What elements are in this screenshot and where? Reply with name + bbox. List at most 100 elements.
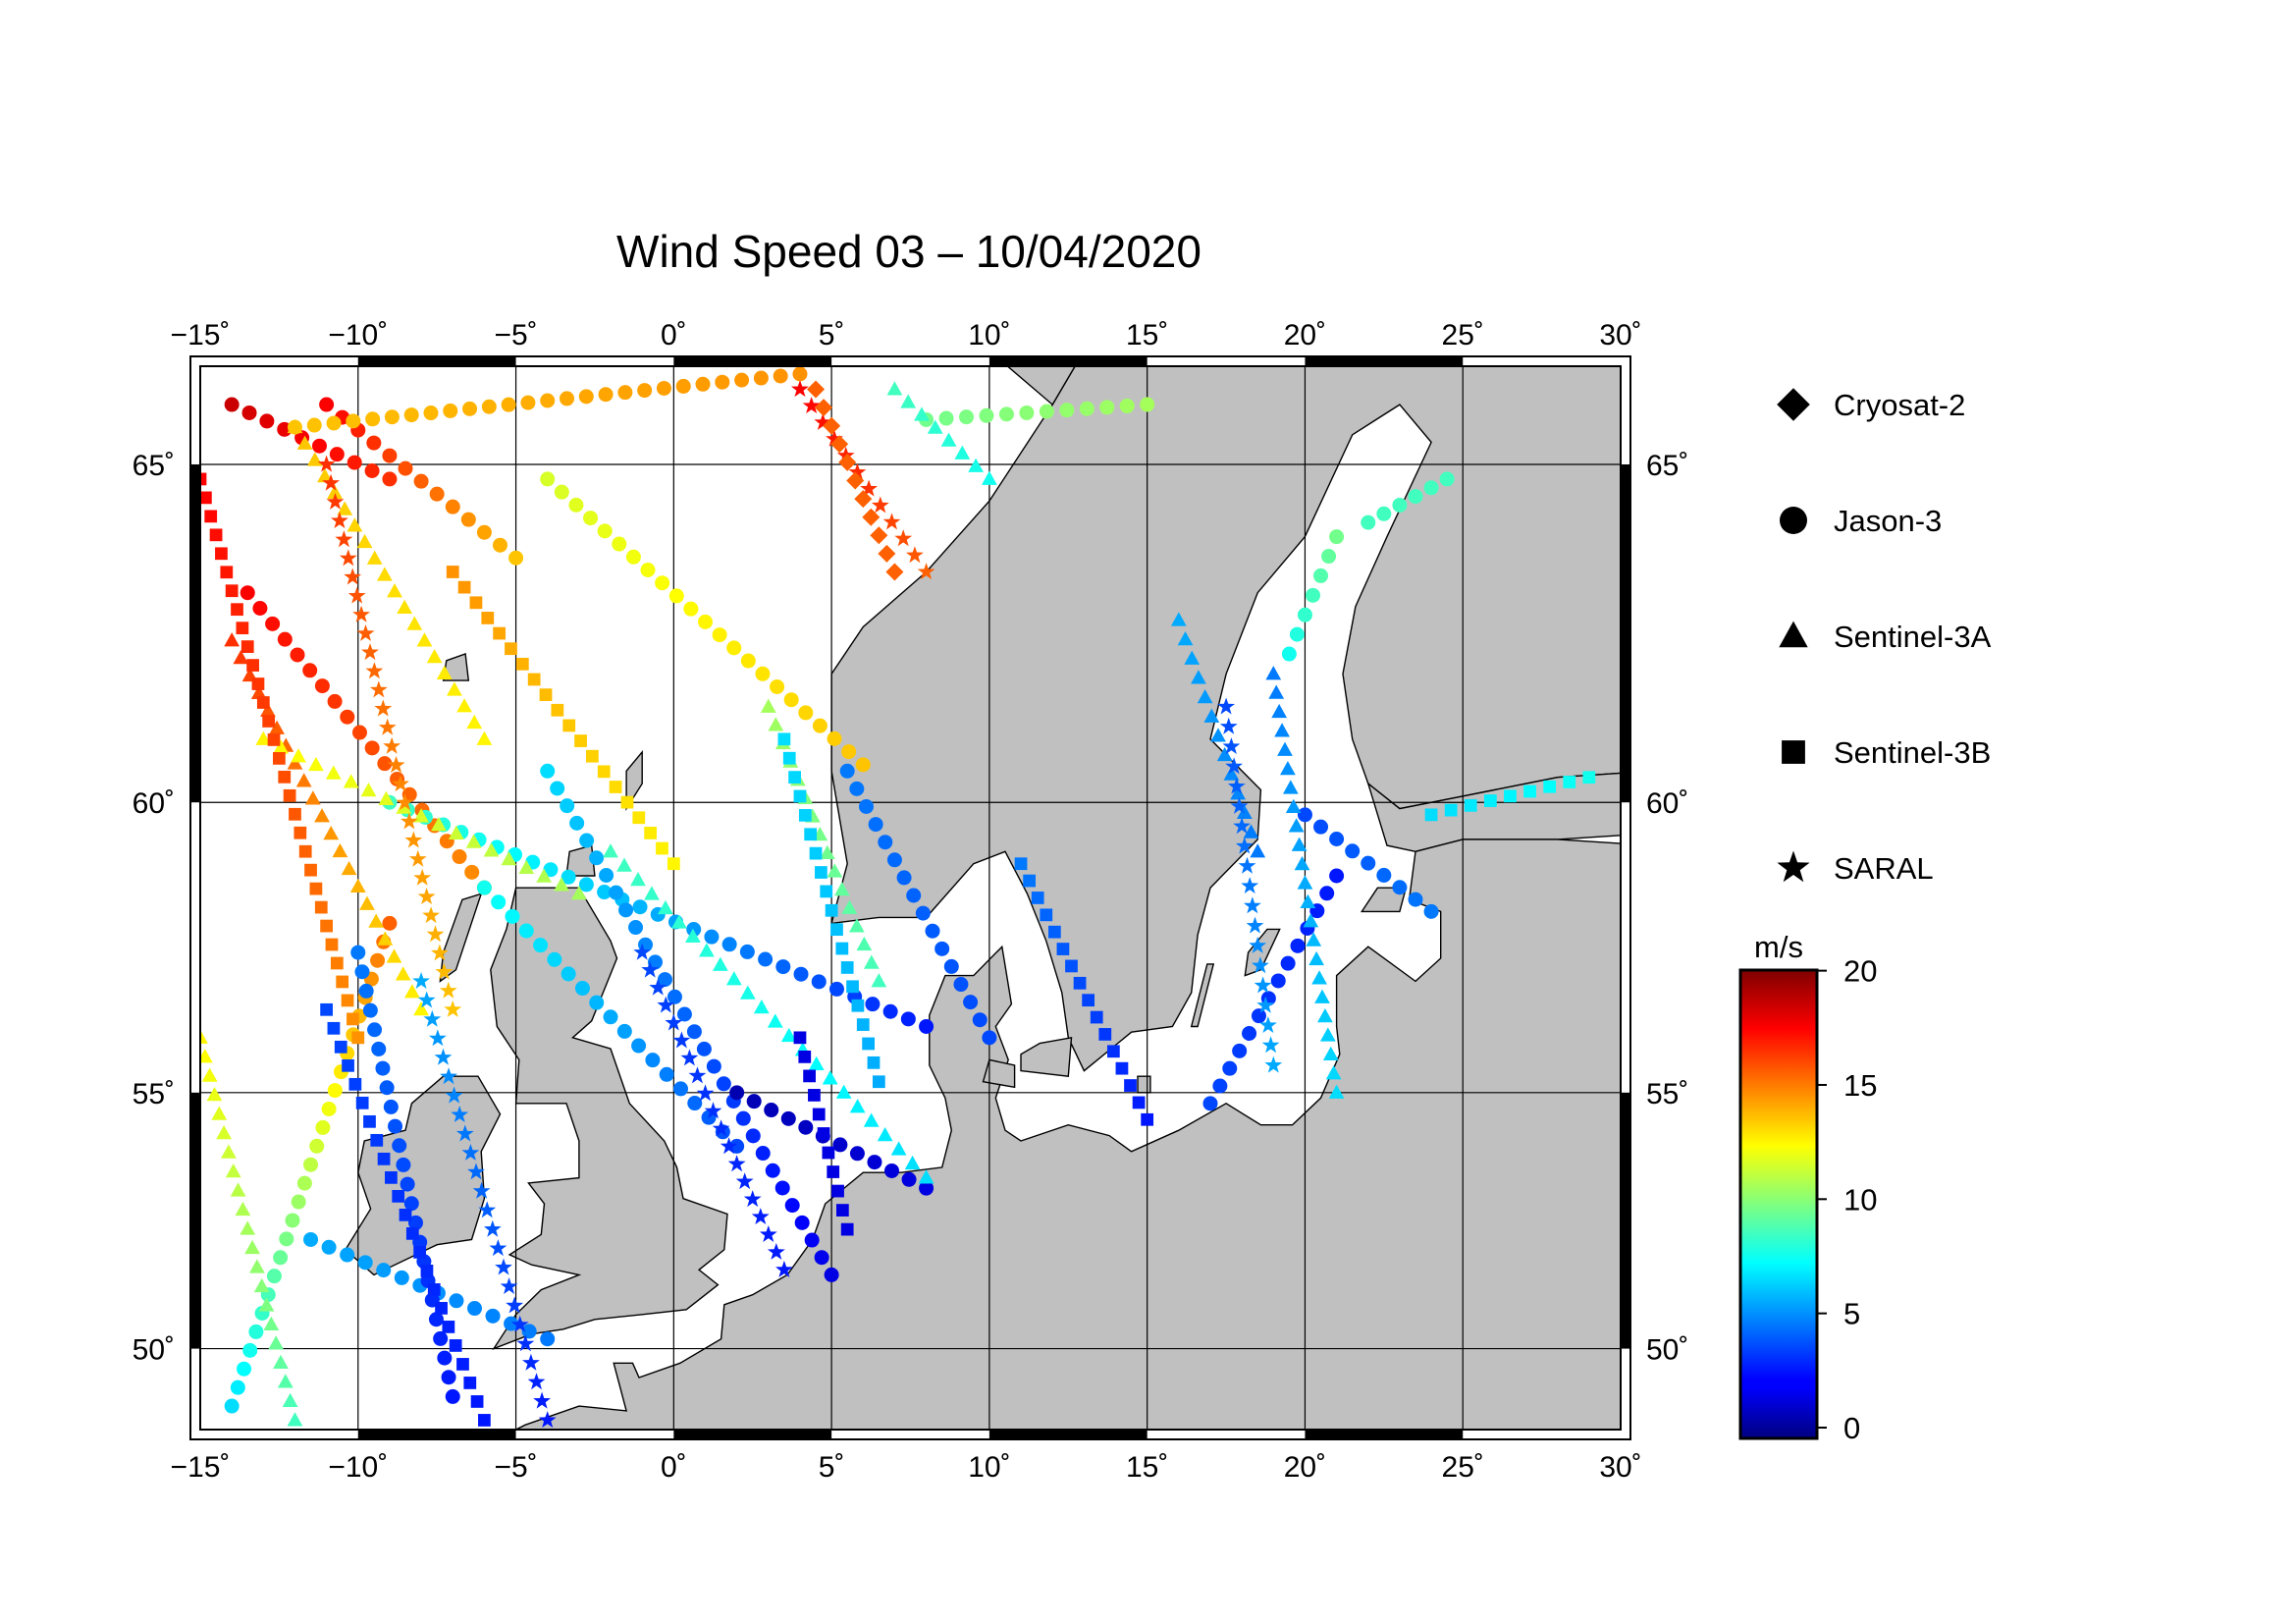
track-point: [428, 1312, 444, 1327]
track-point: [342, 1058, 354, 1072]
track-point: [315, 1119, 331, 1135]
track-point: [384, 409, 400, 425]
track-point: [268, 1335, 285, 1350]
lon-tick-label-bottom: 0˚: [661, 1451, 687, 1484]
track-point: [721, 937, 737, 952]
track-point: [628, 920, 644, 936]
track-point: [505, 642, 517, 656]
track-point: [715, 374, 730, 390]
track-point: [314, 678, 330, 694]
lon-tick-label-bottom: 15˚: [1126, 1451, 1168, 1484]
star-icon: [1777, 850, 1810, 883]
track-point: [927, 419, 943, 434]
track-point: [416, 632, 433, 647]
track-point: [760, 698, 776, 713]
track-point: [830, 923, 843, 937]
legend-item-saral: SARAL: [1777, 850, 1934, 886]
track-point: [341, 994, 354, 1007]
track-point: [216, 1124, 232, 1140]
track-point: [399, 1209, 412, 1221]
track-point: [1317, 1008, 1333, 1023]
track-point: [641, 960, 660, 978]
track-point: [1408, 892, 1423, 907]
track-point: [465, 834, 482, 848]
track-point: [443, 403, 458, 418]
track-point: [780, 1110, 796, 1126]
track-point: [833, 881, 850, 896]
track-point: [1243, 824, 1259, 839]
track-point: [665, 1013, 683, 1031]
track-point: [358, 983, 374, 999]
track-point: [377, 931, 394, 946]
track-point: [387, 756, 405, 773]
track-point: [671, 914, 687, 929]
track-point: [1243, 896, 1261, 914]
track-point: [755, 666, 771, 681]
track-point: [483, 842, 500, 857]
track-point: [240, 640, 254, 653]
track-point: [225, 584, 239, 598]
track-point: [1197, 688, 1213, 704]
track-point: [712, 1119, 730, 1137]
track-point: [461, 1144, 480, 1161]
shetland-island: [625, 749, 643, 812]
track-point: [906, 546, 924, 564]
track-point: [979, 407, 994, 423]
lon-tick-label-top: −5˚: [494, 319, 537, 352]
track-point: [501, 397, 516, 412]
legend-label: Jason-3: [1834, 504, 1942, 538]
track-point: [1285, 798, 1302, 814]
track-point: [814, 413, 832, 430]
track-point: [314, 900, 328, 914]
track-point: [343, 774, 359, 788]
track-point: [476, 730, 493, 745]
track-point: [376, 567, 393, 581]
track-point: [515, 657, 529, 671]
track-point: [755, 1146, 771, 1162]
track-point: [1303, 913, 1319, 928]
track-point: [746, 1094, 762, 1109]
track-point: [493, 626, 507, 640]
diamond-icon: [1777, 388, 1810, 421]
track-point: [814, 1250, 829, 1266]
track-point: [1141, 1112, 1154, 1126]
track-point: [559, 391, 574, 406]
track-point: [625, 549, 641, 565]
lon-tick-label-bottom: 5˚: [819, 1451, 845, 1484]
track-point: [878, 835, 893, 850]
track-point: [1222, 737, 1241, 754]
track-point: [359, 895, 375, 910]
track-point: [839, 763, 855, 779]
track-point: [405, 1227, 419, 1240]
track-point: [540, 763, 556, 779]
track-point: [348, 1077, 362, 1091]
lon-tick-label-top: 30˚: [1599, 319, 1641, 352]
colorbar-tick-label: 20: [1843, 954, 1877, 989]
track-point: [862, 1037, 876, 1051]
track-point: [341, 860, 357, 876]
track-point: [215, 547, 228, 561]
track-point: [1203, 708, 1220, 723]
track-point: [1361, 855, 1376, 871]
track-point: [314, 808, 330, 823]
track-point: [516, 1334, 535, 1352]
track-point: [632, 811, 646, 825]
track-point: [1282, 780, 1299, 794]
lon-tick-label-bottom: 25˚: [1442, 1451, 1484, 1484]
track-point: [1232, 1043, 1248, 1058]
track-point: [603, 843, 618, 858]
legend-item-sentinel-3b: Sentinel-3B: [1782, 735, 1991, 770]
track-point: [645, 1053, 661, 1068]
track-point: [1099, 400, 1115, 415]
track-point: [374, 699, 393, 717]
track-point: [603, 1009, 618, 1025]
track-point: [472, 1181, 491, 1199]
track-point: [352, 605, 370, 622]
track-point: [856, 936, 873, 951]
lat-tick-label-right: 60˚: [1646, 787, 1688, 820]
lat-tick-label-left: 50˚: [133, 1334, 175, 1367]
track-point: [804, 1232, 820, 1248]
track-point: [224, 397, 240, 412]
track-point: [554, 484, 569, 500]
track-point: [792, 366, 808, 382]
